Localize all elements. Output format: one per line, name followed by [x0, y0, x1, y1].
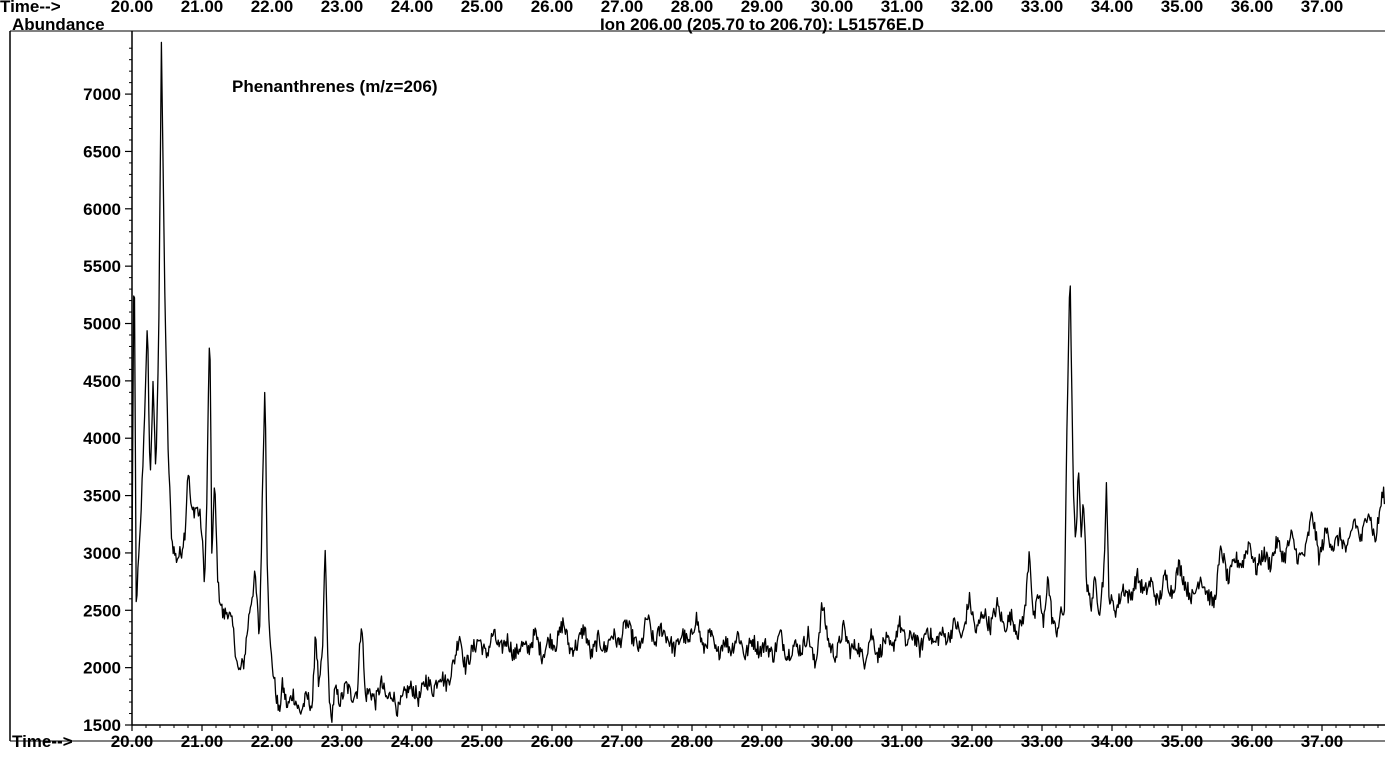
x-tick-label: 20.00 — [111, 732, 154, 751]
y-tick-label: 2000 — [83, 659, 121, 678]
x-tick-label: 26.00 — [531, 732, 574, 751]
top-strip-tick-label: 28.00 — [671, 0, 714, 16]
top-strip-tick-label: 34.00 — [1091, 0, 1134, 16]
x-tick-label: 25.00 — [461, 732, 504, 751]
top-strip-tick-label: 29.00 — [741, 0, 784, 16]
x-tick-label: 31.00 — [881, 732, 924, 751]
top-strip-tick-label: 27.00 — [601, 0, 644, 16]
y-tick-label: 1500 — [83, 716, 121, 735]
top-strip-tick-label: 20.00 — [111, 0, 154, 16]
top-strip-tick-label: 30.00 — [811, 0, 854, 16]
top-strip-tick-label: 36.00 — [1231, 0, 1274, 16]
y-tick-label: 3500 — [83, 487, 121, 506]
top-strip-tick-labels: 20.00 21.00 22.00 23.00 24.00 25.00 26.00 27.00… — [111, 0, 1344, 16]
y-tick-label: 4500 — [83, 372, 121, 391]
x-tick-label: 23.00 — [321, 732, 364, 751]
top-strip-tick-label: 22.00 — [251, 0, 294, 16]
top-strip-tick-label: 33.00 — [1021, 0, 1064, 16]
x-tick-label: 21.00 — [181, 732, 224, 751]
y-tick-label: 7000 — [83, 85, 121, 104]
top-strip-tick-label: 26.00 — [531, 0, 574, 16]
top-strip-tick-label: 21.00 — [181, 0, 224, 16]
y-axis-title: Abundance — [12, 15, 105, 34]
x-tick-label: 22.00 — [251, 732, 294, 751]
y-tick-label: 2500 — [83, 601, 121, 620]
top-strip-tick-label: 37.00 — [1301, 0, 1344, 16]
x-tick-label: 32.00 — [951, 732, 994, 751]
x-tick-label: 27.00 — [601, 732, 644, 751]
x-tick-label: 35.00 — [1161, 732, 1204, 751]
top-strip-tick-label: 23.00 — [321, 0, 364, 16]
x-axis-title: Time--> — [12, 732, 73, 751]
top-strip-time-label: Time--> — [0, 0, 61, 16]
x-tick-label: 34.00 — [1091, 732, 1134, 751]
y-tick-label: 4000 — [83, 429, 121, 448]
y-tick-label: 6000 — [83, 200, 121, 219]
x-tick-label: 30.00 — [811, 732, 854, 751]
y-tick-label: 6500 — [83, 142, 121, 161]
x-tick-label: 24.00 — [391, 732, 434, 751]
y-tick-label: 3000 — [83, 544, 121, 563]
y-tick-label: 5500 — [83, 257, 121, 276]
x-tick-label: 36.00 — [1231, 732, 1274, 751]
y-axis-ticks: 1500 2000 2500 3000 3500 4000 4500 5000 5500 6000… — [83, 47, 132, 735]
x-tick-label: 29.00 — [741, 732, 784, 751]
x-tick-label: 28.00 — [671, 732, 714, 751]
top-strip-tick-label: 25.00 — [461, 0, 504, 16]
top-strip-tick-label: 32.00 — [951, 0, 994, 16]
chart-title: Ion 206.00 (205.70 to 206.70): L51576E.D — [600, 15, 924, 34]
top-strip-tick-label: 35.00 — [1161, 0, 1204, 16]
x-tick-label: 37.00 — [1301, 732, 1344, 751]
top-strip-tick-label: 24.00 — [391, 0, 434, 16]
x-tick-label: 33.00 — [1021, 732, 1064, 751]
top-strip-tick-label: 31.00 — [881, 0, 924, 16]
compound-annotation: Phenanthrenes (m/z=206) — [232, 77, 438, 96]
abundance-trace-series — [131, 41, 1385, 723]
x-axis-ticks: 20.00 21.00 22.00 23.00 24.00 25.00 26.00 27.00… — [111, 725, 1379, 751]
y-tick-label: 5000 — [83, 315, 121, 334]
